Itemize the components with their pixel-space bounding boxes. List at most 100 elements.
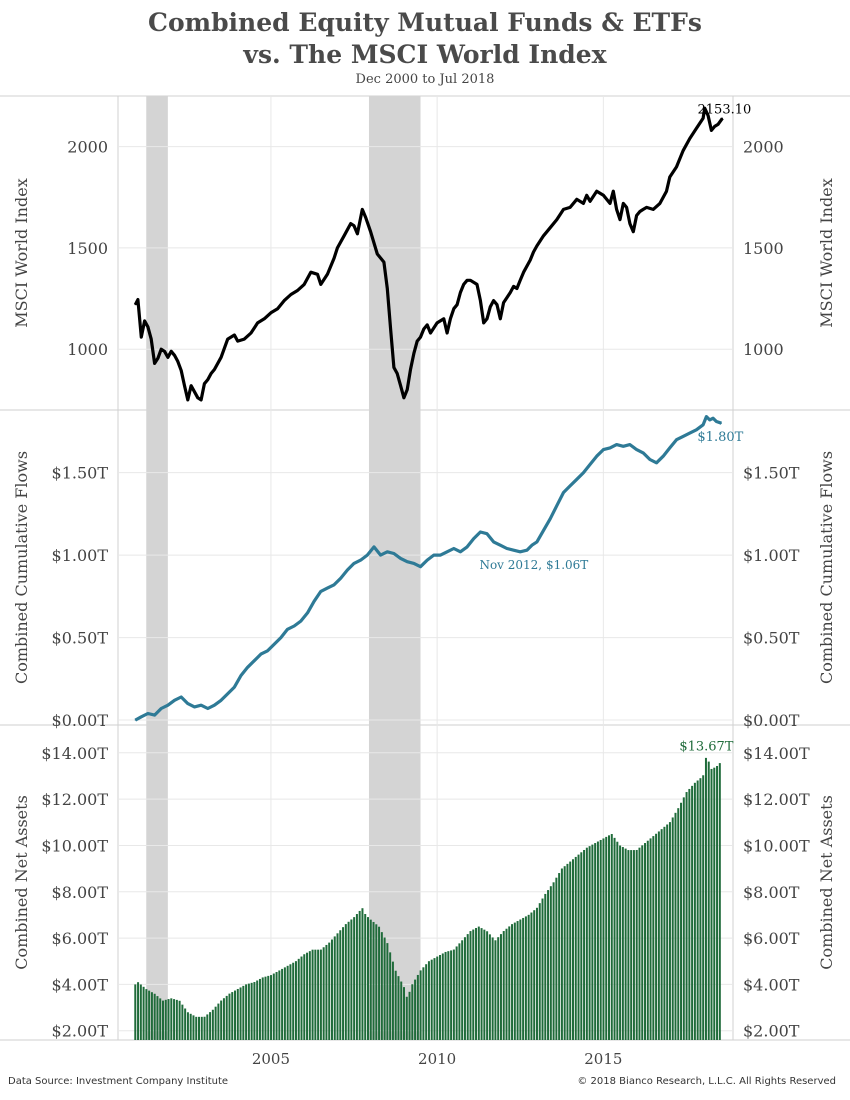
flows-point: [260, 653, 262, 655]
flows-point: [433, 554, 435, 556]
msci-point: [619, 218, 621, 221]
flows-point: [569, 485, 571, 487]
msci-point: [134, 304, 136, 306]
msci-point: [489, 306, 491, 308]
net-assets-bar: [591, 844, 594, 1040]
net-assets-bar: [425, 964, 428, 1040]
flows-point: [227, 693, 229, 695]
net-assets-bar: [217, 1003, 220, 1040]
net-assets-bar: [469, 931, 472, 1040]
msci-point: [652, 208, 654, 211]
net-assets-bar: [247, 983, 250, 1040]
y-axis-title-left: MSCI World Index: [12, 178, 31, 327]
net-assets-bar: [641, 845, 644, 1040]
flows-point: [266, 650, 269, 652]
net-assets-bar: [239, 987, 242, 1040]
msci-point: [296, 289, 299, 292]
net-assets-bar: [693, 782, 696, 1040]
net-assets-bar: [342, 927, 345, 1040]
msci-point: [403, 397, 405, 399]
flows-point: [622, 445, 624, 447]
msci-point: [163, 350, 166, 352]
flows-point: [140, 716, 142, 718]
net-assets-bar: [439, 955, 442, 1040]
net-assets-bar: [530, 912, 533, 1040]
net-assets-bar: [599, 839, 602, 1040]
msci-point: [456, 304, 458, 306]
net-assets-bar: [380, 932, 383, 1040]
net-assets-bar: [294, 961, 297, 1040]
flows-point: [473, 538, 475, 540]
msci-point: [423, 328, 425, 330]
flows-point: [649, 458, 651, 461]
msci-point: [695, 127, 698, 130]
net-assets-bar: [596, 841, 599, 1040]
net-assets-bar: [292, 962, 295, 1040]
net-assets-bar: [303, 954, 306, 1040]
y-tick-label-left: $8.00T: [52, 883, 109, 902]
y-tick-label-right: 1000: [743, 340, 784, 359]
net-assets-bar: [497, 937, 500, 1040]
msci-point: [320, 283, 322, 285]
msci-point: [190, 385, 192, 387]
msci-point: [532, 251, 535, 253]
net-assets-bar: [657, 831, 660, 1040]
msci-point: [717, 123, 719, 125]
net-assets-bar: [566, 863, 569, 1040]
net-assets-bar: [358, 910, 361, 1040]
net-assets-bar: [555, 877, 558, 1040]
msci-point: [187, 399, 189, 401]
msci-point: [469, 279, 471, 281]
net-assets-bar: [181, 1004, 184, 1040]
msci-point: [645, 206, 648, 209]
flows-point: [459, 551, 462, 553]
net-assets-bar: [134, 984, 137, 1040]
net-assets-bar: [452, 949, 455, 1040]
flows-point: [493, 541, 495, 543]
net-assets-bar: [322, 947, 325, 1040]
flows-point: [635, 448, 638, 451]
msci-point: [356, 233, 358, 235]
flows-point: [542, 529, 545, 531]
msci-point: [443, 318, 445, 320]
net-assets-bar: [619, 845, 622, 1040]
net-assets-bar: [245, 984, 248, 1040]
net-assets-bar: [383, 937, 386, 1040]
msci-point: [466, 279, 468, 281]
flows-point: [207, 707, 209, 710]
net-assets-bar: [494, 940, 497, 1040]
flows-point: [439, 554, 442, 556]
net-assets-bar: [630, 850, 633, 1040]
net-assets-bar: [236, 988, 239, 1040]
flows-point: [273, 643, 275, 645]
net-assets-bar: [148, 990, 151, 1040]
msci-point: [290, 293, 292, 296]
msci-point: [250, 332, 252, 334]
net-assets-bar: [422, 967, 425, 1040]
net-assets-bar: [139, 984, 142, 1040]
msci-point: [612, 190, 614, 192]
msci-point: [333, 257, 335, 259]
msci-point: [493, 300, 495, 302]
msci-point: [336, 247, 339, 249]
flows-point: [486, 533, 488, 535]
msci-point: [512, 285, 515, 288]
msci-point: [237, 340, 239, 342]
net-assets-bar: [502, 931, 505, 1040]
flows-point: [536, 541, 538, 543]
msci-point: [642, 208, 644, 211]
recession-band: [146, 96, 168, 1040]
flows-point: [499, 544, 501, 546]
flows-point: [293, 625, 295, 627]
msci-point: [396, 372, 398, 375]
flows-point: [213, 704, 216, 706]
msci-point: [389, 328, 392, 330]
net-assets-bar: [355, 914, 358, 1040]
y-axis-title-left: Combined Net Assets: [12, 795, 31, 970]
msci-point: [682, 150, 684, 152]
net-assets-bar: [499, 934, 502, 1040]
net-assets-bar: [635, 849, 638, 1040]
net-assets-bar: [419, 970, 422, 1040]
net-assets-bar: [416, 974, 419, 1040]
recession-band: [368, 96, 421, 1040]
